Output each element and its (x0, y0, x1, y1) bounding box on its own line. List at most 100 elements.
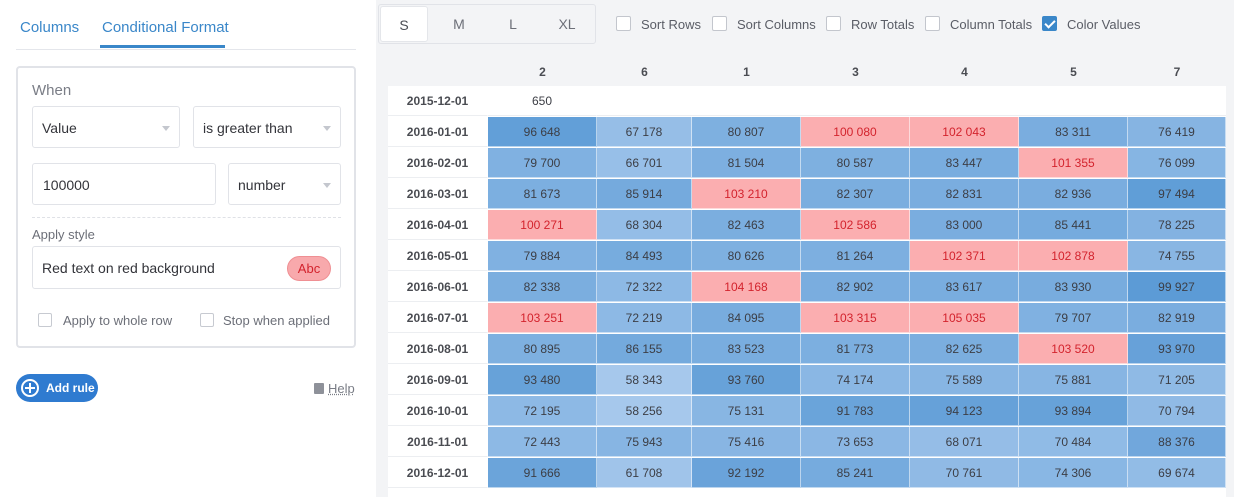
table-cell: 84 493 (597, 241, 692, 271)
row-header[interactable]: 2016-04-01 (388, 210, 488, 240)
table-cell: 58 343 (597, 365, 692, 395)
size-button-xl[interactable]: XL (558, 16, 576, 32)
row-header[interactable]: 2016-12-01 (388, 458, 488, 488)
row-header[interactable]: 2016-02-01 (388, 148, 488, 178)
conditional-format-rule: When Value is greater than 100000 number… (16, 66, 356, 348)
size-button-m[interactable]: M (453, 16, 465, 32)
table-row: 2016-04-01 100 271 68 304 82 463 102 586 83 0… (388, 210, 1226, 241)
row-header[interactable]: 2016-01-01 (388, 117, 488, 147)
table-cell (801, 86, 910, 116)
help-link[interactable]: Help (314, 381, 355, 396)
row-header[interactable]: 2015-12-01 (388, 86, 488, 116)
table-cell: 94 123 (910, 396, 1019, 426)
threshold-input[interactable]: 100000 (32, 163, 216, 205)
row-header[interactable]: 2016-10-01 (388, 396, 488, 426)
column-header[interactable]: 5 (1070, 65, 1077, 79)
column-header[interactable]: 3 (852, 65, 859, 79)
tab-conditional-format[interactable]: Conditional Format (102, 19, 229, 36)
table-row: 2016-11-01 72 443 75 943 75 416 73 653 68 071… (388, 427, 1226, 458)
column-totals-checkbox[interactable] (925, 16, 940, 31)
table-cell: 61 708 (597, 458, 692, 488)
table-cell: 68 304 (597, 210, 692, 240)
table-cell: 72 443 (488, 427, 597, 457)
table-cell: 86 155 (597, 334, 692, 364)
table-cell: 83 523 (692, 334, 801, 364)
apply-whole-row-checkbox[interactable] (38, 313, 52, 327)
table-header-row: 2 6 1 3 4 5 7 (388, 58, 1226, 86)
stop-when-applied-label[interactable]: Stop when applied (223, 313, 330, 328)
tab-columns[interactable]: Columns (20, 19, 80, 36)
table-cell: 100 271 (488, 210, 597, 240)
table-row: 2016-01-01 96 648 67 178 80 807 100 080 102 0… (388, 117, 1226, 148)
table-cell: 82 307 (801, 179, 910, 209)
field-select[interactable]: Value (32, 106, 180, 148)
table-cell: 73 653 (801, 427, 910, 457)
settings-panel: Columns Conditional Format When Value is… (0, 0, 372, 497)
table-cell: 96 648 (488, 117, 597, 147)
size-button-s[interactable]: S (380, 6, 428, 42)
apply-whole-row-label[interactable]: Apply to whole row (63, 313, 173, 328)
table-cell: 74 306 (1019, 458, 1128, 488)
row-header[interactable]: 2016-08-01 (388, 334, 488, 364)
table-cell: 72 219 (597, 303, 692, 333)
table-row: 2016-03-01 81 673 85 914 103 210 82 307 82 83… (388, 179, 1226, 210)
color-values-checkbox[interactable] (1042, 16, 1057, 31)
size-toggle: S M L XL (378, 4, 596, 44)
table-cell: 82 338 (488, 272, 597, 302)
table-cell: 82 902 (801, 272, 910, 302)
table-cell: 78 225 (1128, 210, 1226, 240)
field-select-value: Value (42, 120, 77, 136)
table-cell: 83 447 (910, 148, 1019, 178)
column-header[interactable]: 7 (1173, 65, 1181, 79)
column-header[interactable]: 6 (641, 65, 648, 79)
table-cell: 82 463 (692, 210, 801, 240)
sort-columns-label[interactable]: Sort Columns (737, 17, 816, 32)
row-header[interactable]: 2016-07-01 (388, 303, 488, 333)
table-cell: 102 371 (910, 241, 1019, 271)
row-header[interactable]: 2016-09-01 (388, 365, 488, 395)
column-header[interactable]: 4 (961, 65, 968, 79)
table-row: 2016-07-01 103 251 72 219 84 095 103 315 105 … (388, 303, 1226, 334)
style-preview-badge: Abc (287, 256, 331, 281)
table-row: 2016-05-01 79 884 84 493 80 626 81 264 102 37… (388, 241, 1226, 272)
stop-when-applied-checkbox[interactable] (200, 313, 214, 327)
table-cell: 85 441 (1019, 210, 1128, 240)
table-cell (1019, 86, 1128, 116)
add-rule-button[interactable]: Add rule (16, 374, 98, 402)
column-header[interactable]: 2 (539, 65, 546, 79)
table-cell: 100 080 (801, 117, 910, 147)
table-cell: 103 315 (801, 303, 910, 333)
value-type-select[interactable]: number (228, 163, 341, 205)
plus-circle-icon (21, 379, 39, 397)
row-header[interactable]: 2016-03-01 (388, 179, 488, 209)
operator-select[interactable]: is greater than (193, 106, 341, 148)
table-cell: 83 617 (910, 272, 1019, 302)
column-totals-label[interactable]: Column Totals (950, 17, 1033, 32)
row-header[interactable]: 2016-11-01 (388, 427, 488, 457)
row-header[interactable]: 2016-05-01 (388, 241, 488, 271)
table-cell: 93 480 (488, 365, 597, 395)
table-cell: 105 035 (910, 303, 1019, 333)
table-cell (1128, 86, 1226, 116)
sort-rows-label[interactable]: Sort Rows (641, 17, 701, 32)
row-totals-label[interactable]: Row Totals (851, 17, 915, 32)
color-values-label[interactable]: Color Values (1067, 17, 1141, 32)
size-button-l[interactable]: L (509, 16, 517, 32)
sort-rows-checkbox[interactable] (616, 16, 631, 31)
row-header[interactable]: 2016-06-01 (388, 272, 488, 302)
table-cell: 79 707 (1019, 303, 1128, 333)
table-cell: 82 831 (910, 179, 1019, 209)
table-cell: 70 761 (910, 458, 1019, 488)
table-cell: 81 504 (692, 148, 801, 178)
table-row: 2016-10-01 72 195 58 256 75 131 91 783 94 123… (388, 396, 1226, 427)
row-totals-checkbox[interactable] (826, 16, 841, 31)
sort-columns-checkbox[interactable] (712, 16, 727, 31)
table-cell: 83 930 (1019, 272, 1128, 302)
table-cell: 66 701 (597, 148, 692, 178)
column-header[interactable]: 1 (743, 65, 750, 79)
table-cell: 103 520 (1019, 334, 1128, 364)
pivot-table: 2 6 1 3 4 5 7 2015-12-01 650 2016-01-01 96 648 67 1… (388, 58, 1226, 497)
style-select[interactable]: Red text on red background Abc (32, 246, 341, 289)
table-cell: 80 895 (488, 334, 597, 364)
apply-style-label: Apply style (32, 227, 95, 242)
